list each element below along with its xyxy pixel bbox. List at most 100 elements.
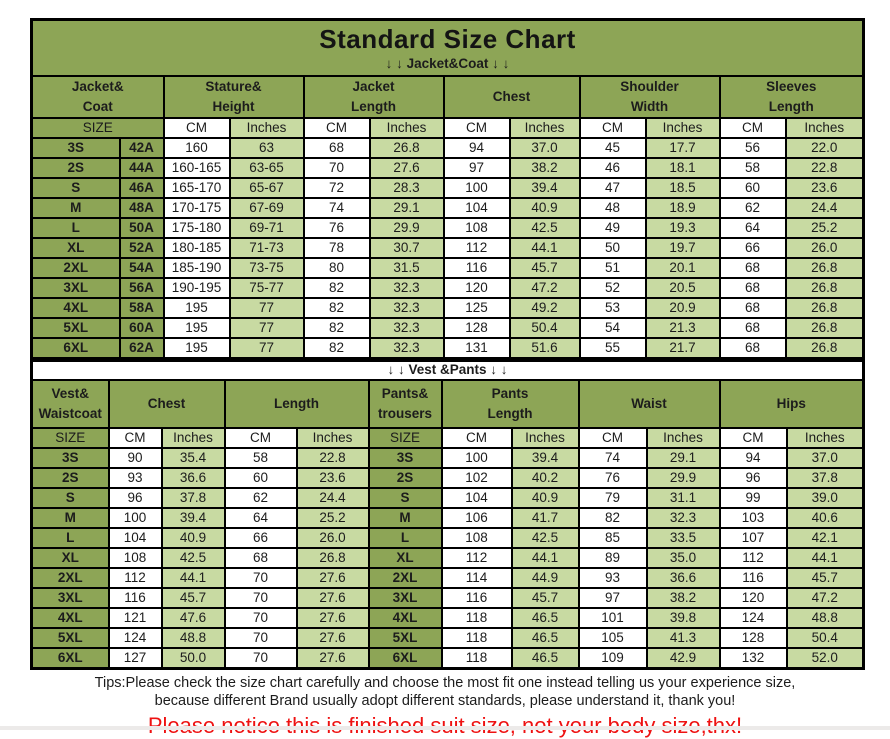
cm-value-cell: 52 [578,277,647,299]
size-header: SIZE [367,427,443,449]
jacket-table-body: 3S 42A 160 63 68 26.8 94 37.0 45 17.7 56 22.0 2S 44A 1… [30,137,865,360]
inches-value-cell: 26.8 [784,257,865,279]
cm-header: CM [302,117,371,139]
cm-value-cell: 56 [718,137,787,159]
inches-value-cell: 41.7 [510,507,580,529]
inches-value-cell: 32.3 [368,317,445,339]
cm-value-cell: 68 [718,317,787,339]
inches-value-cell: 44.1 [160,567,226,589]
cm-value-cell: 165-170 [162,177,231,199]
cm-value-cell: 108 [440,527,513,549]
inches-value-cell: 23.6 [784,177,865,199]
cm-value-cell: 124 [718,607,788,629]
inches-value-cell: 19.7 [644,237,721,259]
cm-value-cell: 132 [718,647,788,670]
pants-size-label-cell: XL [367,547,443,569]
inches-value-cell: 47.2 [508,277,581,299]
inches-value-cell: 40.9 [508,197,581,219]
inches-value-cell: 51.6 [508,337,581,360]
inches-value-cell: 44.1 [510,547,580,569]
cm-value-cell: 116 [440,587,513,609]
size-code-cell: 56A [118,277,165,299]
inches-value-cell: 44.1 [508,237,581,259]
cm-value-cell: 104 [440,487,513,509]
cm-value-cell: 76 [577,467,648,489]
cm-value-cell: 97 [577,587,648,609]
cm-value-cell: 93 [577,567,648,589]
cm-value-cell: 195 [162,297,231,319]
cm-value-cell: 45 [578,137,647,159]
cm-value-cell: 131 [442,337,511,360]
inches-value-cell: 42.9 [645,647,721,670]
inches-value-cell: 42.5 [510,527,580,549]
inches-value-cell: 47.6 [160,607,226,629]
inches-value-cell: 19.3 [644,217,721,239]
cm-value-cell: 72 [302,177,371,199]
inches-value-cell: 29.9 [645,467,721,489]
cm-value-cell: 53 [578,297,647,319]
inches-value-cell: 26.8 [784,337,865,360]
vest-size-label-cell: 2S [30,467,110,489]
inches-value-cell: 77 [228,317,305,339]
inches-header: Inches [784,117,865,139]
cm-header: CM [578,117,647,139]
inches-value-cell: 26.8 [295,547,370,569]
header-pants-trousers: Pants& trousers [367,379,443,429]
cm-value-cell: 96 [718,467,788,489]
inches-value-cell: 17.7 [644,137,721,159]
bottom-edge-strip [0,726,890,730]
inches-value-cell: 49.2 [508,297,581,319]
cm-value-cell: 104 [107,527,163,549]
cm-value-cell: 121 [107,607,163,629]
header-jacket-coat: Jacket& Coat [30,75,165,119]
size-code-cell: 48A [118,197,165,219]
vest-size-label-cell: 3S [30,447,110,469]
cm-value-cell: 60 [718,177,787,199]
inches-value-cell: 77 [228,337,305,360]
size-code-cell: 42A [118,137,165,159]
inches-value-cell: 33.5 [645,527,721,549]
cm-value-cell: 105 [577,627,648,649]
vest-table-body: 3S 90 35.4 58 22.8 3S 100 39.4 74 29.1 94 37.0 2S 93 3… [30,447,865,670]
inches-value-cell: 46.5 [510,647,580,670]
header-vest-waistcoat: Vest& Waistcoat [30,379,110,429]
inches-value-cell: 44.1 [785,547,865,569]
vest-size-label-cell: XL [30,547,110,569]
header-pants-length: Pants Length [440,379,580,429]
cm-value-cell: 170-175 [162,197,231,219]
pants-size-label-cell: L [367,527,443,549]
inches-header: Inches [295,427,370,449]
size-label-cell: M [30,197,121,219]
tips-line-1: Tips:Please check the size chart careful… [94,675,796,691]
cm-value-cell: 58 [718,157,787,179]
inches-value-cell: 39.0 [785,487,865,509]
inches-value-cell: 45.7 [785,567,865,589]
inches-value-cell: 25.2 [784,217,865,239]
cm-value-cell: 68 [718,297,787,319]
inches-value-cell: 32.3 [368,277,445,299]
inches-value-cell: 52.0 [785,647,865,670]
vest-table-row: 4XL 121 47.6 70 27.6 4XL 118 46.5 101 39.8 124 48.8 [30,607,865,629]
cm-header: CM [577,427,648,449]
header-vest-length: Length [223,379,370,429]
size-code-cell: 62A [118,337,165,360]
inches-value-cell: 31.1 [645,487,721,509]
inches-value-cell: 24.4 [784,197,865,219]
cm-value-cell: 85 [577,527,648,549]
vest-table-row: 3XL 116 45.7 70 27.6 3XL 116 45.7 97 38.2 120 47.2 [30,587,865,609]
cm-value-cell: 101 [577,607,648,629]
cm-value-cell: 76 [302,217,371,239]
cm-value-cell: 64 [718,217,787,239]
cm-value-cell: 195 [162,317,231,339]
jacket-table-row: 2S 44A 160-165 63-65 70 27.6 97 38.2 46 18.1 58 22.… [30,157,865,179]
size-code-cell: 44A [118,157,165,179]
tips-text: Tips:Please check the size chart careful… [0,674,890,710]
pants-size-label-cell: 4XL [367,607,443,629]
cm-value-cell: 97 [442,157,511,179]
cm-value-cell: 102 [440,467,513,489]
title-row: Standard Size Chart ↓ ↓ Jacket&Coat ↓ ↓ [30,18,865,77]
inches-value-cell: 42.1 [785,527,865,549]
size-code-cell: 50A [118,217,165,239]
size-code-cell: 58A [118,297,165,319]
vest-size-label-cell: 2XL [30,567,110,589]
